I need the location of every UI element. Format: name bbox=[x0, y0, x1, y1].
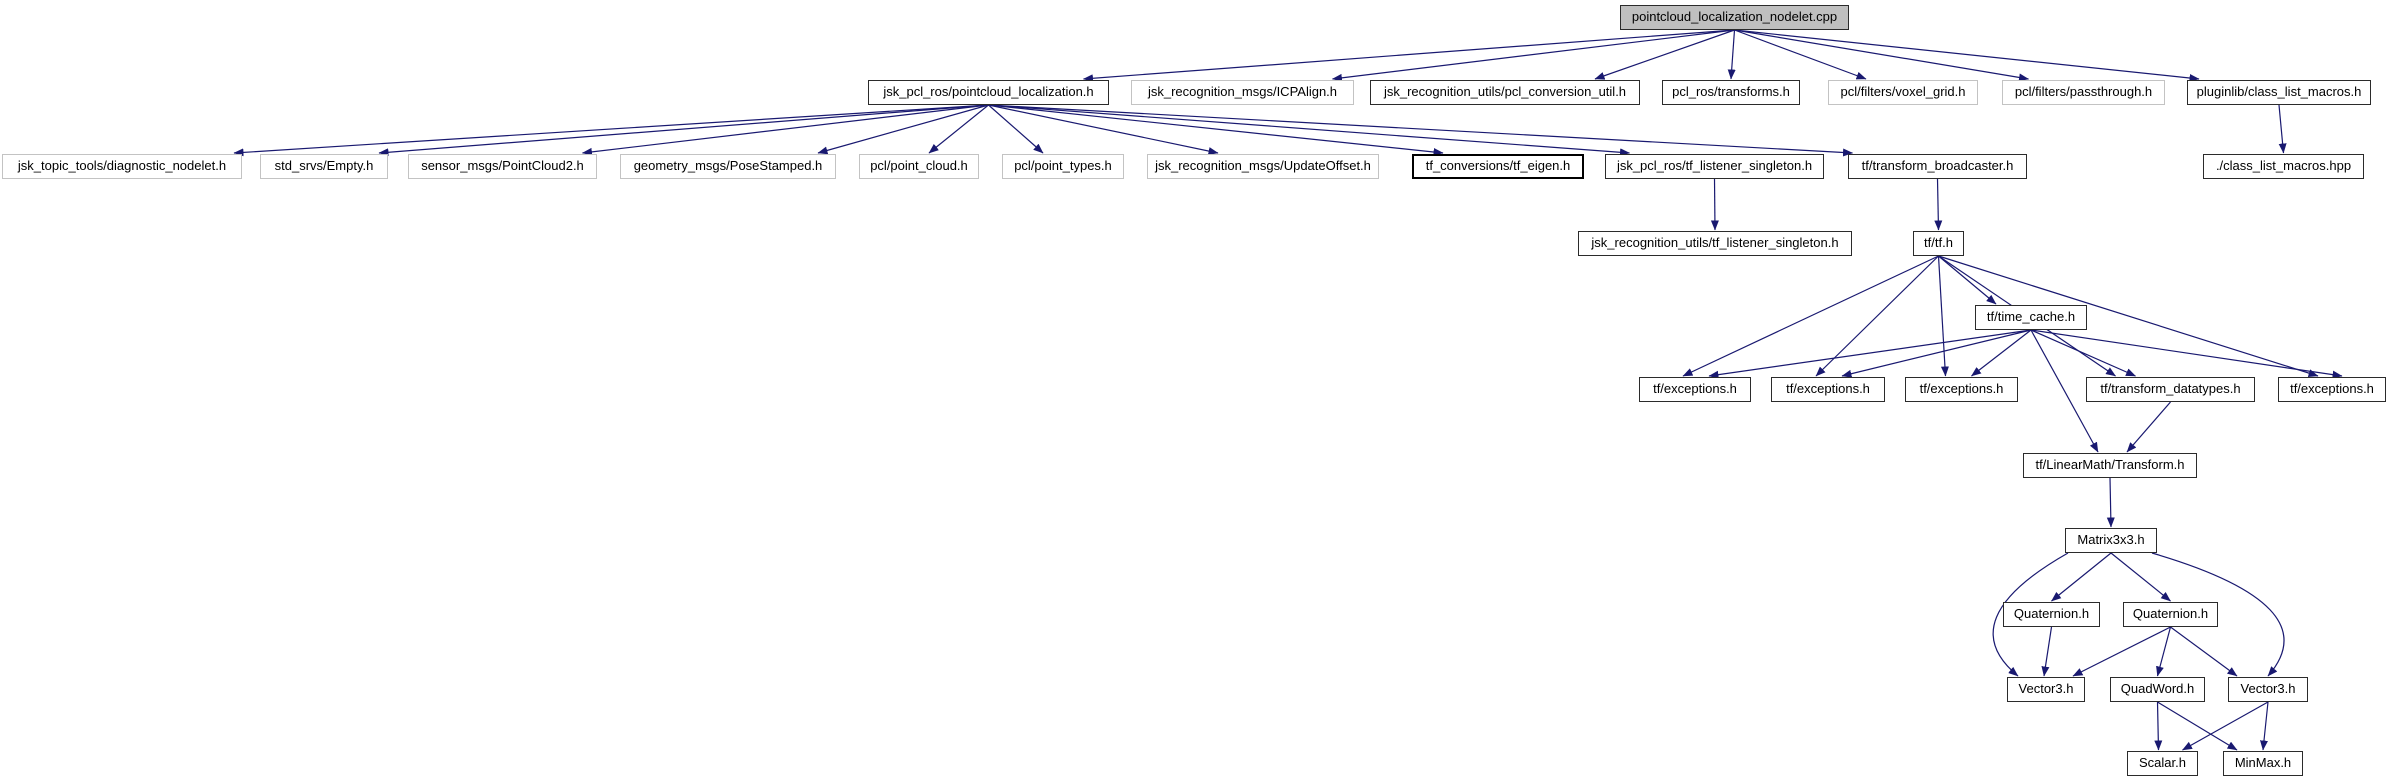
graph-node-v1[interactable]: Vector3.h bbox=[2007, 677, 2085, 702]
edge-tftf-to-exc1 bbox=[1682, 255, 1939, 377]
graph-node-pcl_types[interactable]: pcl/point_types.h bbox=[1002, 154, 1124, 179]
graph-node-tftf[interactable]: tf/tf.h bbox=[1913, 231, 1964, 256]
edge-lmt-to-m33 bbox=[2106, 477, 2115, 528]
graph-node-pose[interactable]: geometry_msgs/PoseStamped.h bbox=[620, 154, 836, 179]
edge-q2-to-v1 bbox=[2072, 626, 2171, 677]
edge-tftf-to-exc2 bbox=[1815, 255, 1939, 377]
edge-pl_h-to-pcl_types bbox=[988, 104, 1044, 154]
graph-node-tfeigen[interactable]: tf_conversions/tf_eigen.h bbox=[1412, 154, 1584, 179]
edge-pl_h-to-tb bbox=[988, 104, 1853, 157]
edge-m33-to-v2 bbox=[2151, 552, 2285, 677]
edge-v2-to-minmax bbox=[2260, 701, 2269, 751]
edge-qw-to-minmax bbox=[2157, 701, 2238, 751]
edge-pluginlib-to-clm_hpp bbox=[2278, 104, 2287, 154]
edge-tc-to-exc1 bbox=[1708, 329, 2032, 379]
edge-pl_h-to-pcl_cloud bbox=[928, 104, 989, 154]
edge-tc-to-exc4 bbox=[2030, 329, 2343, 379]
edge-pl_h-to-diag bbox=[233, 104, 989, 157]
graph-node-tb[interactable]: tf/transform_broadcaster.h bbox=[1848, 154, 2027, 179]
edge-tftf-to-tc bbox=[1938, 255, 1997, 305]
edge-tc-to-dt bbox=[2030, 329, 2136, 377]
edge-cpp-to-transforms bbox=[1727, 29, 1736, 80]
edge-pl_h-to-empty bbox=[378, 104, 989, 157]
edge-pl_h-to-tfl bbox=[988, 104, 1630, 157]
edge-v2-to-scalar bbox=[2182, 701, 2269, 751]
graph-node-pass[interactable]: pcl/filters/passthrough.h bbox=[2002, 80, 2165, 105]
edge-tftf-to-exc4 bbox=[1938, 255, 2319, 377]
edge-pl_h-to-pc2 bbox=[582, 104, 989, 156]
edge-m33-to-q2 bbox=[2110, 552, 2171, 602]
graph-node-tc[interactable]: tf/time_cache.h bbox=[1975, 305, 2087, 330]
edge-tfl-to-jru_tfl bbox=[1710, 178, 1719, 231]
edge-q1-to-v1 bbox=[2041, 626, 2053, 677]
graph-node-q1[interactable]: Quaternion.h bbox=[2003, 602, 2100, 627]
edge-tftf-to-exc3 bbox=[1937, 255, 1949, 377]
graph-node-v2[interactable]: Vector3.h bbox=[2228, 677, 2308, 702]
graph-node-pluginlib[interactable]: pluginlib/class_list_macros.h bbox=[2187, 80, 2371, 105]
graph-node-jru_tfl[interactable]: jsk_recognition_utils/tf_listener_single… bbox=[1578, 231, 1852, 256]
graph-node-voxel[interactable]: pcl/filters/voxel_grid.h bbox=[1828, 80, 1978, 105]
graph-node-diag[interactable]: jsk_topic_tools/diagnostic_nodelet.h bbox=[2, 154, 242, 179]
graph-node-pl_h[interactable]: jsk_pcl_ros/pointcloud_localization.h bbox=[868, 80, 1109, 105]
edge-q2-to-v2 bbox=[2170, 626, 2238, 677]
graph-node-pcl_cloud[interactable]: pcl/point_cloud.h bbox=[859, 154, 979, 179]
edge-pl_h-to-pose bbox=[817, 104, 989, 155]
graph-node-exc2[interactable]: tf/exceptions.h bbox=[1771, 377, 1885, 402]
edge-cpp-to-pl_h bbox=[1083, 29, 1735, 83]
edge-cpp-to-pluginlib bbox=[1734, 29, 2200, 82]
edge-dt-to-lmt bbox=[2126, 401, 2171, 453]
graph-node-pcu[interactable]: jsk_recognition_utils/pcl_conversion_uti… bbox=[1370, 80, 1640, 105]
edge-m33-to-q1 bbox=[2051, 552, 2112, 602]
edge-cpp-to-icp bbox=[1332, 29, 1735, 82]
graph-node-minmax[interactable]: MinMax.h bbox=[2223, 751, 2303, 776]
graph-node-exc1[interactable]: tf/exceptions.h bbox=[1639, 377, 1751, 402]
graph-node-scalar[interactable]: Scalar.h bbox=[2127, 751, 2198, 776]
graph-node-icp[interactable]: jsk_recognition_msgs/ICPAlign.h bbox=[1131, 80, 1354, 105]
edge-tc-to-exc3 bbox=[1971, 329, 2032, 377]
graph-node-cpp[interactable]: pointcloud_localization_nodelet.cpp bbox=[1620, 5, 1849, 30]
graph-node-pc2[interactable]: sensor_msgs/PointCloud2.h bbox=[408, 154, 597, 179]
edge-cpp-to-pass bbox=[1734, 29, 2029, 82]
graph-node-exc3[interactable]: tf/exceptions.h bbox=[1905, 377, 2018, 402]
graph-node-transforms[interactable]: pcl_ros/transforms.h bbox=[1662, 80, 1800, 105]
graph-node-m33[interactable]: Matrix3x3.h bbox=[2065, 528, 2157, 553]
graph-node-q2[interactable]: Quaternion.h bbox=[2123, 602, 2218, 627]
edge-tc-to-exc2 bbox=[1841, 329, 2032, 378]
edge-qw-to-scalar bbox=[2154, 701, 2163, 751]
edge-pl_h-to-tfeigen bbox=[988, 104, 1444, 156]
edge-m33-to-v1 bbox=[1992, 552, 2069, 677]
graph-node-empty[interactable]: std_srvs/Empty.h bbox=[260, 154, 388, 179]
edge-cpp-to-pcu bbox=[1594, 29, 1735, 80]
graph-node-exc4[interactable]: tf/exceptions.h bbox=[2278, 377, 2386, 402]
edge-pl_h-to-update bbox=[988, 104, 1219, 155]
edge-tb-to-tftf bbox=[1934, 178, 1943, 231]
edge-q2-to-qw bbox=[2156, 626, 2172, 677]
graph-node-lmt[interactable]: tf/LinearMath/Transform.h bbox=[2023, 453, 2197, 478]
edge-cpp-to-voxel bbox=[1734, 29, 1867, 80]
edge-tc-to-lmt bbox=[2030, 329, 2099, 453]
graph-node-clm_hpp[interactable]: ./class_list_macros.hpp bbox=[2203, 154, 2364, 179]
graph-node-dt[interactable]: tf/transform_datatypes.h bbox=[2086, 377, 2255, 402]
graph-node-qw[interactable]: QuadWord.h bbox=[2110, 677, 2205, 702]
graph-node-tfl[interactable]: jsk_pcl_ros/tf_listener_singleton.h bbox=[1605, 154, 1824, 179]
graph-node-update[interactable]: jsk_recognition_msgs/UpdateOffset.h bbox=[1147, 154, 1379, 179]
